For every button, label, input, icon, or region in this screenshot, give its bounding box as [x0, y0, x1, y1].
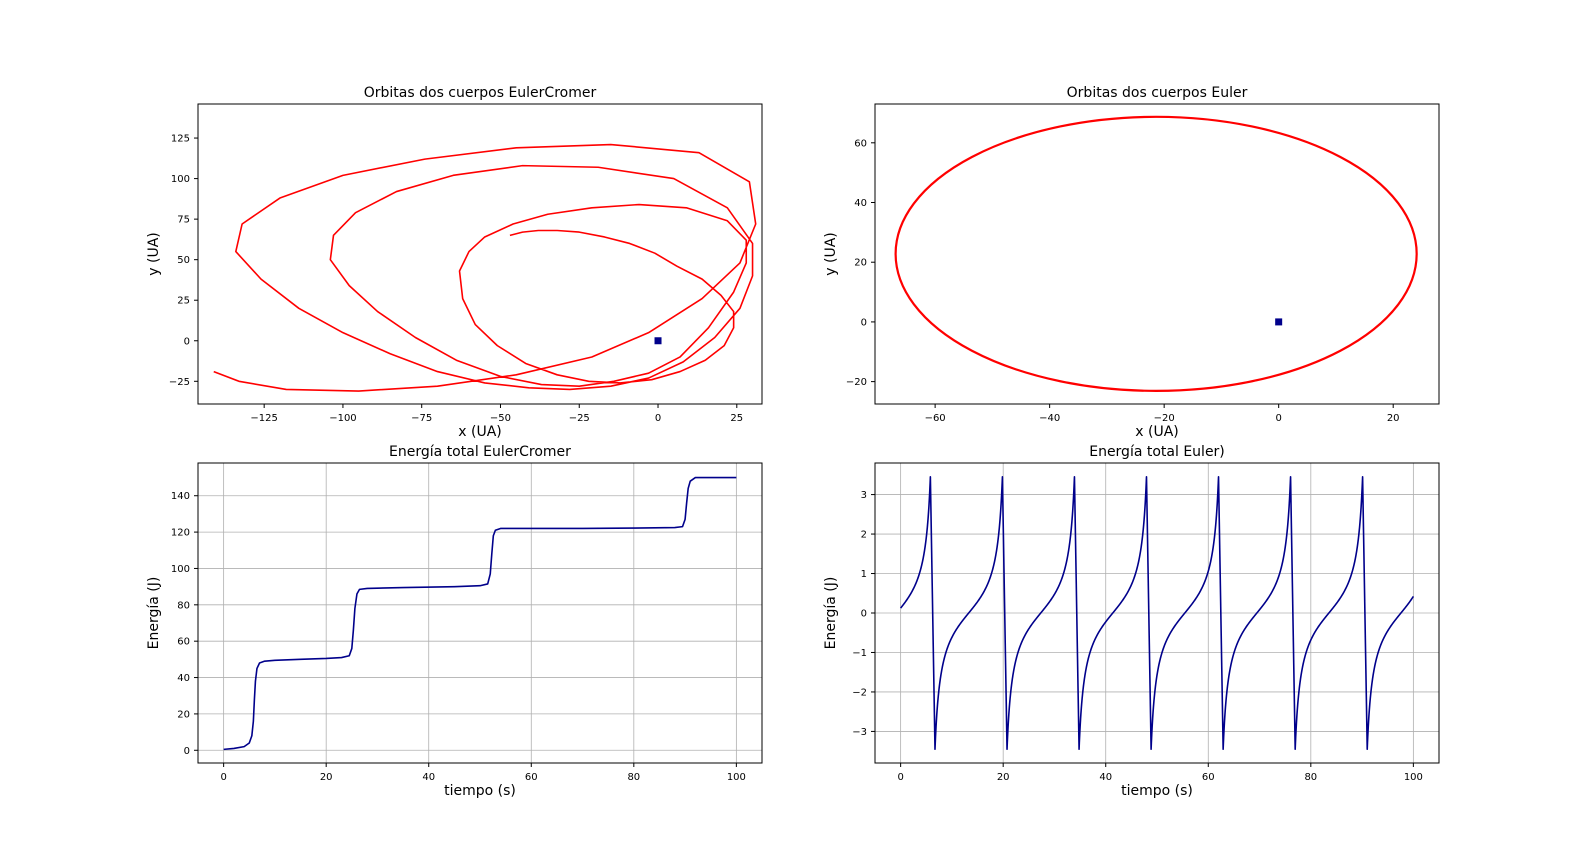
- x-tick-label: 20: [997, 772, 1010, 783]
- y-tick-label: 140: [171, 491, 190, 502]
- chart-title: Orbitas dos cuerpos Euler: [1067, 85, 1248, 101]
- x-tick-label: 20: [320, 772, 333, 783]
- y-tick-label: −2: [852, 687, 867, 698]
- series-group: [223, 476, 737, 751]
- x-axis-label: tiempo (s): [444, 783, 516, 799]
- x-tick-label: 80: [627, 772, 640, 783]
- x-tick-label: 60: [1202, 772, 1215, 783]
- subplot-orbit-ec: −125 −100 −75 −50 −25 0 25 −25 0 25 50 75 100 125 Orbi…: [146, 85, 763, 440]
- x-tick-label: −50: [490, 413, 511, 424]
- y-tick-label: 0: [184, 336, 190, 347]
- y-tick-label: −1: [852, 648, 867, 659]
- x-tick-label: 0: [1275, 413, 1281, 424]
- y-tick-label: 40: [854, 198, 867, 209]
- energy-line: [900, 476, 1415, 750]
- x-tick-label: −100: [329, 413, 356, 424]
- y-tick-label: 25: [177, 296, 190, 307]
- x-tick-label: 100: [727, 772, 746, 783]
- y-tick-label: −25: [169, 377, 190, 388]
- y-tick-label: 0: [184, 746, 190, 757]
- y-tick-label: 40: [177, 673, 190, 684]
- y-axis-label: y (UA): [823, 232, 839, 275]
- energy-line: [223, 476, 737, 751]
- y-tick-label: 20: [177, 709, 190, 720]
- x-tick-label: −20: [1154, 413, 1175, 424]
- x-tick-label: −25: [569, 413, 590, 424]
- subplot-energy-ec: 0 20 40 60 80 100 0 20 40 60 80 100 120 140 Energía to…: [146, 444, 763, 799]
- x-tick-label: 80: [1304, 772, 1317, 783]
- axes-frame: [874, 103, 1440, 405]
- series-group: [894, 115, 1418, 392]
- chart-title: Energía total EulerCromer: [389, 444, 571, 460]
- y-axis-label: Energía (J): [823, 577, 839, 650]
- y-tick-label: 60: [177, 637, 190, 648]
- y-tick-label: 120: [171, 528, 190, 539]
- x-axis-label: x (UA): [1135, 424, 1178, 440]
- y-tick-label: 1: [861, 569, 867, 580]
- orbit-line: [894, 115, 1418, 392]
- subplot-orbit-euler: −60 −40 −20 0 20 −20 0 20 40 60 Orbitas dos cuerpo…: [823, 85, 1440, 440]
- x-tick-label: −75: [411, 413, 432, 424]
- y-tick-label: −3: [852, 727, 867, 738]
- x-tick-label: −60: [925, 413, 946, 424]
- y-tick-label: 80: [177, 600, 190, 611]
- y-axis-label: y (UA): [146, 232, 162, 275]
- x-tick-label: 100: [1404, 772, 1423, 783]
- series-group: [900, 476, 1415, 750]
- x-tick-label: −125: [250, 413, 277, 424]
- y-tick-label: 50: [177, 255, 190, 266]
- axes-frame: [197, 462, 763, 764]
- x-tick-label: 40: [422, 772, 435, 783]
- y-tick-label: 3: [861, 490, 867, 501]
- subplot-energy-euler: 0 20 40 60 80 100 −3 −2 −1 0 1 2 3 Energía total Eule…: [823, 444, 1440, 799]
- axes-frame: [197, 103, 763, 405]
- x-tick-label: 0: [897, 772, 903, 783]
- orbit-line: [213, 143, 757, 392]
- center-body-marker: [654, 337, 662, 345]
- y-tick-label: 75: [177, 215, 190, 226]
- y-tick-label: 0: [861, 609, 867, 620]
- x-axis-label: tiempo (s): [1121, 783, 1193, 799]
- y-tick-label: 100: [171, 564, 190, 575]
- series-group: [213, 143, 757, 392]
- x-tick-label: 40: [1099, 772, 1112, 783]
- x-tick-label: 0: [220, 772, 226, 783]
- x-tick-label: 20: [1387, 413, 1400, 424]
- y-tick-label: 20: [854, 258, 867, 269]
- center-body-marker: [1275, 318, 1283, 326]
- y-tick-label: 2: [861, 530, 867, 541]
- x-tick-label: 25: [730, 413, 743, 424]
- chart-title: Orbitas dos cuerpos EulerCromer: [364, 85, 597, 101]
- x-tick-label: 0: [655, 413, 661, 424]
- y-axis-label: Energía (J): [146, 577, 162, 650]
- y-tick-label: 100: [171, 174, 190, 185]
- y-tick-label: 60: [854, 138, 867, 149]
- x-tick-label: −40: [1039, 413, 1060, 424]
- y-tick-label: −20: [846, 377, 867, 388]
- y-tick-label: 0: [861, 317, 867, 328]
- y-tick-label: 125: [171, 134, 190, 145]
- x-axis-label: x (UA): [458, 424, 501, 440]
- chart-title: Energía total Euler): [1089, 444, 1225, 460]
- x-tick-label: 60: [525, 772, 538, 783]
